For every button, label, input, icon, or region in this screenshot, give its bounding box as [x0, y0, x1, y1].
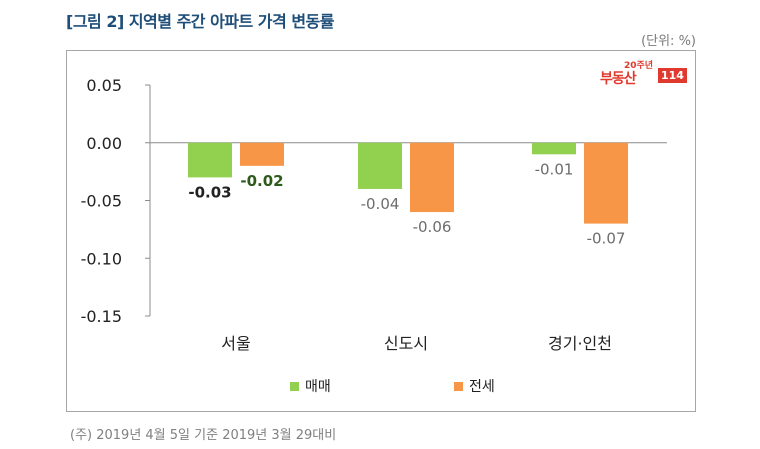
category-label: 경기·인천: [548, 334, 612, 353]
bar-sale-2: [532, 142, 576, 155]
y-tick-label: -0.15: [81, 307, 122, 326]
logo-number: 114: [658, 68, 687, 83]
category-label: 서울: [221, 334, 250, 353]
footnote: (주) 2019년 4월 5일 기준 2019년 3월 29대비: [70, 428, 337, 443]
category-label: 신도시: [384, 334, 428, 353]
brand-logo: 20주년 부동산 114: [598, 58, 687, 90]
unit-label: (단위: %): [641, 34, 696, 49]
bar-jeonse-1: [410, 142, 454, 213]
chart-legend: 매매 전세: [0, 376, 760, 396]
y-tick-label: 0.05: [86, 76, 122, 95]
legend-item-jeonse: 전세: [454, 376, 495, 396]
y-tick-label: -0.05: [81, 192, 122, 211]
logo-brand: 부동산: [600, 71, 637, 87]
y-tick-label: 0.00: [86, 134, 122, 153]
y-tick-label: -0.10: [81, 249, 122, 268]
legend-label-jeonse: 전세: [469, 379, 495, 395]
chart-title: [그림 2] 지역별 주간 아파트 가격 변동률: [66, 12, 334, 31]
legend-label-sale: 매매: [305, 379, 331, 395]
legend-swatch-jeonse: [454, 381, 463, 391]
bar-sale-1: [358, 142, 402, 189]
data-label: -0.03: [188, 183, 231, 201]
bar-sale-0: [188, 142, 232, 178]
bar-jeonse-0: [240, 142, 284, 166]
data-label: -0.01: [535, 160, 574, 178]
data-label: -0.02: [240, 172, 283, 190]
chart-frame: [66, 50, 696, 412]
bar-jeonse-2: [584, 142, 628, 224]
data-label: -0.06: [413, 218, 452, 236]
legend-item-sale: 매매: [290, 376, 331, 396]
data-label: -0.07: [587, 230, 626, 248]
data-label: -0.04: [361, 195, 400, 213]
logo-year-mark: 20주년: [624, 61, 654, 71]
legend-swatch-sale: [290, 381, 299, 391]
